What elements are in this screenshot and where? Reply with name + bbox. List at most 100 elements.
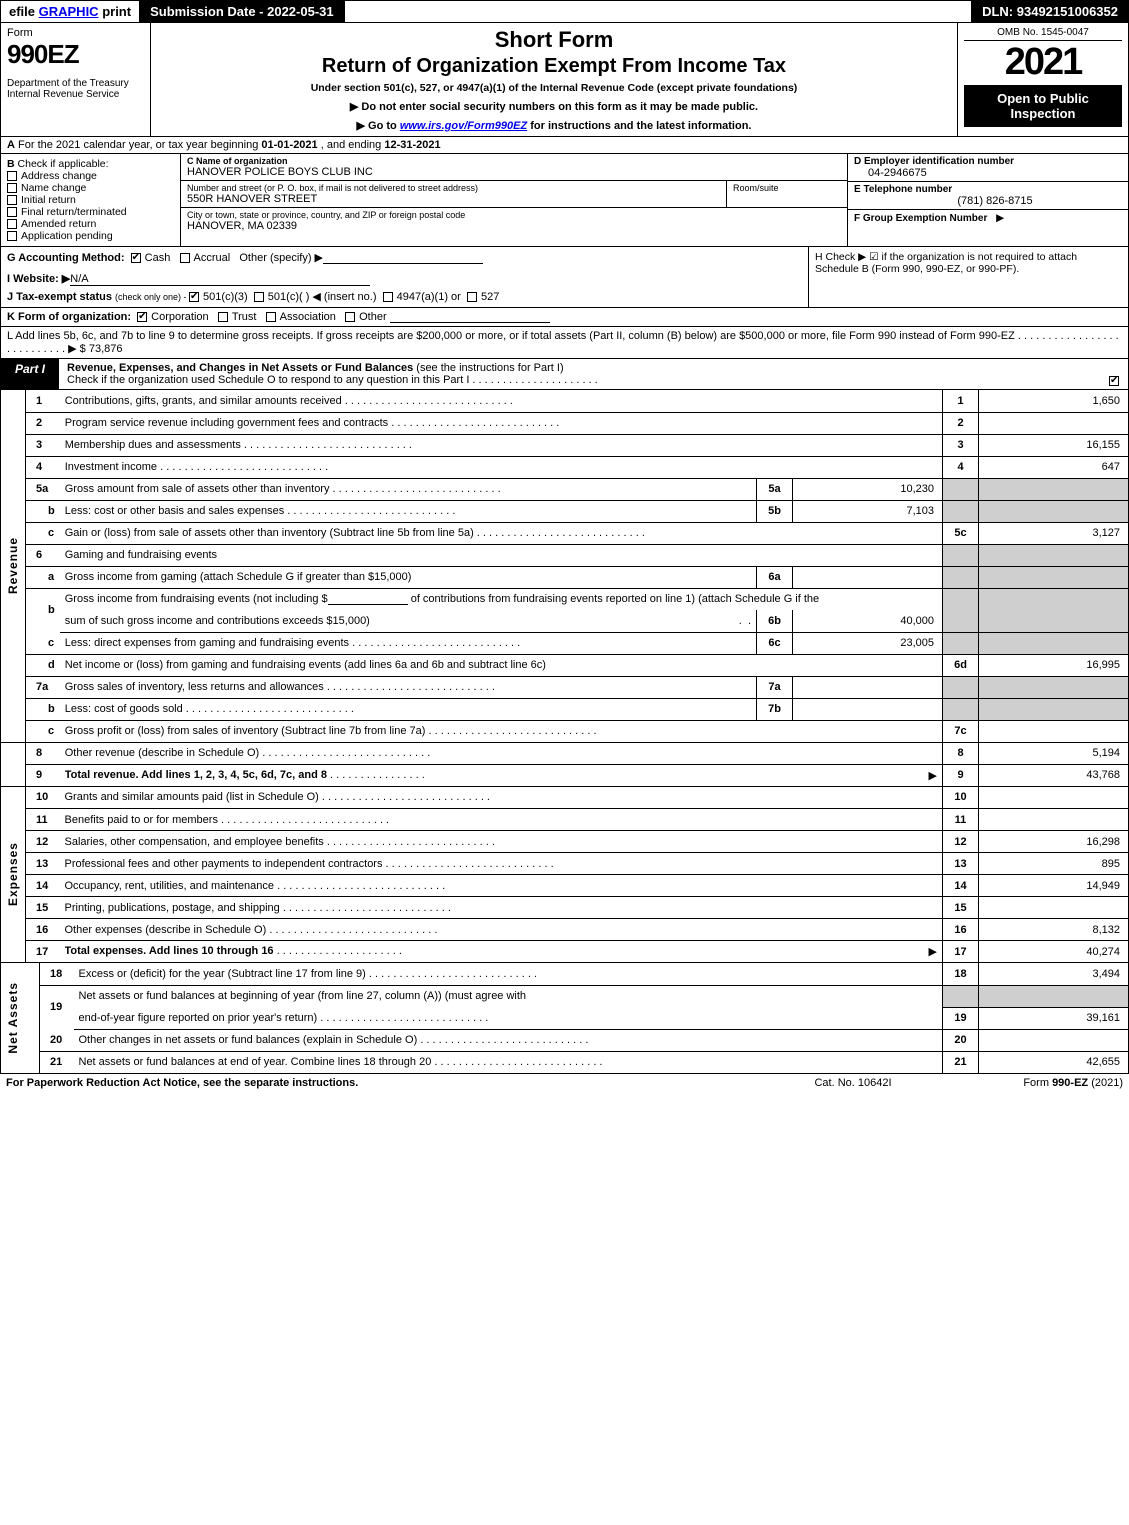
ln-6b-num: b [26,588,60,632]
chk-amended-return[interactable] [7,219,17,229]
col-c: C Name of organization HANOVER POLICE BO… [181,154,848,246]
ln-20-num: 20 [40,1029,74,1051]
chk-501c3[interactable] [189,292,199,302]
g-cash: Cash [145,252,171,264]
revenue-table: Revenue 1 Contributions, gifts, grants, … [0,390,1129,787]
side-expenses: Expenses [1,787,26,963]
chk-501c[interactable] [254,292,264,302]
ln-8-cv: 5,194 [979,742,1129,764]
ln-7c-cv [979,720,1129,742]
chk-corporation[interactable] [137,312,147,322]
ln-6-cv-shade [979,544,1129,566]
ln-6d-num: d [26,654,60,676]
col-b: B Check if applicable: Address change Na… [1,154,181,246]
b-letter: B [7,158,15,170]
ln-4-text: Investment income [65,461,937,473]
ln-16-desc: Other expenses (describe in Schedule O) [60,919,943,941]
instruction-2: ▶ Go to www.irs.gov/Form990EZ for instru… [157,119,951,132]
header-middle: Short Form Return of Organization Exempt… [151,23,958,136]
b-item-4: Amended return [21,218,96,230]
ln-2-cv [979,412,1129,434]
g-other: Other (specify) ▶ [239,252,323,264]
line-a-prefix: For the 2021 calendar year, or tax year … [18,139,261,151]
row-k: K Form of organization: Corporation Trus… [0,308,1129,327]
chk-name-change[interactable] [7,183,17,193]
ln-7a-desc: Gross sales of inventory, less returns a… [60,676,757,698]
ln-2-cn: 2 [943,412,979,434]
part-i-title-cell: Revenue, Expenses, and Changes in Net As… [59,359,1104,389]
l-value: 73,876 [89,343,123,355]
ln-5c-cv: 3,127 [979,522,1129,544]
chk-other-org[interactable] [345,312,355,322]
ln-17-text: Total expenses. Add lines 10 through 16 [65,945,274,957]
chk-527[interactable] [467,292,477,302]
h-text: H Check ▶ ☑ if the organization is not r… [815,251,1077,275]
chk-schedule-o-part-i[interactable] [1109,376,1119,386]
ln-20-desc: Other changes in net assets or fund bala… [74,1029,943,1051]
ln-6c-mn: 6c [757,632,793,654]
ln-7a-num: 7a [26,676,60,698]
irs-link[interactable]: www.irs.gov/Form990EZ [400,120,527,132]
ln-7a-cv-shade [979,676,1129,698]
k-trust: Trust [232,311,257,323]
ln-7b-mn: 7b [757,698,793,720]
ln-6-num: 6 [26,544,60,566]
chk-address-change[interactable] [7,171,17,181]
ln-5b-mv: 7,103 [793,500,943,522]
k-label: K Form of organization: [7,311,131,323]
ln-12-num: 12 [26,831,60,853]
telephone: (781) 826-8715 [854,195,1122,207]
g-cell: G Accounting Method: Cash Accrual Other … [1,247,808,307]
ln-5c-cn: 5c [943,522,979,544]
footer-right-form: 990-EZ [1052,1077,1088,1089]
dln-value: 93492151006352 [1017,4,1118,19]
ln-15-cn: 15 [943,897,979,919]
ln-6b-desc3: sum of such gross income and contributio… [60,610,757,632]
instr2-suffix: for instructions and the latest informat… [527,120,751,132]
form-number: 990EZ [7,39,144,70]
block-b-to-f: B Check if applicable: Address change Na… [0,154,1129,247]
efile-graphic-link[interactable]: GRAPHIC [39,4,99,19]
ln-15-cv [979,897,1129,919]
chk-initial-return[interactable] [7,195,17,205]
ln-17-num: 17 [26,941,60,963]
ln-5b-desc: Less: cost or other basis and sales expe… [60,500,757,522]
ln-6b-text2: of contributions from fundraising events… [411,593,819,605]
ln-7c-text: Gross profit or (loss) from sales of inv… [65,725,937,737]
ln-11-num: 11 [26,809,60,831]
chk-accrual[interactable] [180,253,190,263]
ln-20-cn: 20 [943,1029,979,1051]
chk-application-pending[interactable] [7,231,17,241]
chk-cash[interactable] [131,253,141,263]
ln-5a-cv-shade [979,478,1129,500]
ln-9-desc: Total revenue. Add lines 1, 2, 3, 4, 5c,… [60,764,943,786]
side-expenses-label: Expenses [6,842,20,906]
f-label: F Group Exemption Number [854,213,987,224]
part-i-title: Revenue, Expenses, and Changes in Net As… [67,362,413,374]
e-label: E Telephone number [854,184,1122,195]
footer-left: For Paperwork Reduction Act Notice, see … [6,1077,763,1089]
website: N/A [70,273,370,286]
ln-9-num: 9 [26,764,60,786]
chk-4947[interactable] [383,292,393,302]
part-i-tab: Part I [1,359,59,389]
chk-trust[interactable] [218,312,228,322]
i-label: I Website: ▶ [7,273,70,285]
ln-6a-mn: 6a [757,566,793,588]
chk-association[interactable] [266,312,276,322]
line-a-letter: A [7,139,15,151]
dln-label: DLN: [982,4,1017,19]
ln-16-cv: 8,132 [979,919,1129,941]
submission-date-value: 2022-05-31 [267,4,334,19]
ln-18-cn: 18 [943,963,979,985]
ln-4-cv: 647 [979,456,1129,478]
footer-mid: Cat. No. 10642I [763,1077,943,1089]
b-item-0: Address change [21,170,97,182]
ln-9-cv: 43,768 [979,764,1129,786]
part-i-header: Part I Revenue, Expenses, and Changes in… [0,359,1129,390]
chk-final-return[interactable] [7,207,17,217]
ln-7a-mv [793,676,943,698]
ln-8-text: Other revenue (describe in Schedule O) [65,747,937,759]
ln-7a-cn-shade [943,676,979,698]
ln-19-text2: end-of-year figure reported on prior yea… [79,1012,938,1024]
